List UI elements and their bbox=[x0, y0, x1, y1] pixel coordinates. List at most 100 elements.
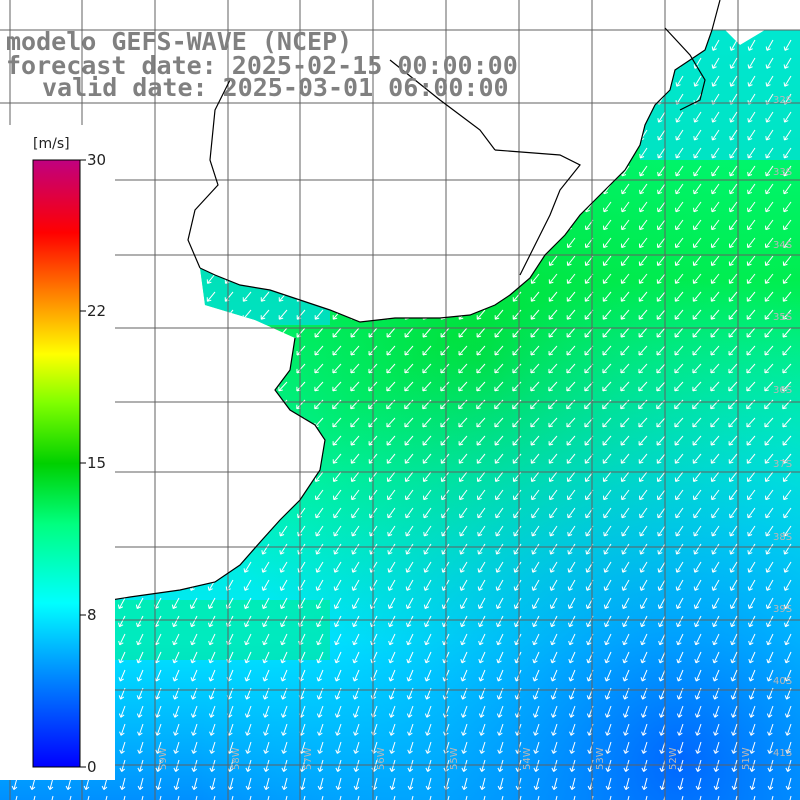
wind-arrow bbox=[241, 399, 253, 410]
wind-arrow bbox=[133, 345, 145, 356]
wind-arrow bbox=[313, 183, 326, 195]
wind-arrow bbox=[151, 147, 164, 159]
wind-arrow bbox=[205, 327, 217, 338]
wind-arrow bbox=[133, 525, 146, 537]
wind-arrow bbox=[115, 399, 127, 410]
wind-arrow bbox=[151, 489, 164, 501]
wind-arrow bbox=[313, 273, 325, 284]
wind-arrow bbox=[115, 381, 127, 392]
wind-arrow bbox=[187, 363, 199, 374]
wind-arrow bbox=[547, 57, 560, 69]
wind-arrow bbox=[475, 39, 489, 51]
wind-arrow bbox=[385, 255, 397, 266]
wind-arrow bbox=[547, 39, 561, 51]
wind-arrow bbox=[349, 309, 361, 320]
wind-arrow bbox=[511, 183, 524, 195]
longitude-label: 57W bbox=[303, 747, 314, 770]
wind-arrow bbox=[619, 57, 632, 69]
wind-arrow bbox=[331, 111, 344, 123]
wind-arrow bbox=[241, 165, 254, 177]
wind-arrow bbox=[475, 111, 488, 123]
wind-arrow bbox=[277, 489, 290, 501]
wind-arrow bbox=[313, 291, 325, 302]
wind-arrow bbox=[259, 399, 271, 410]
wind-arrow bbox=[133, 327, 145, 338]
wind-arrow bbox=[169, 309, 181, 320]
colorbar-unit: [m/s] bbox=[33, 136, 70, 152]
wind-arrow bbox=[259, 327, 271, 338]
wind-arrow bbox=[115, 489, 128, 501]
wind-arrow bbox=[385, 183, 398, 195]
wind-arrow bbox=[313, 201, 326, 213]
wind-arrow bbox=[259, 381, 271, 392]
wind-arrow bbox=[565, 57, 578, 69]
latitude-label: 38S bbox=[773, 532, 792, 543]
wind-arrow bbox=[133, 507, 146, 519]
wind-arrow bbox=[385, 129, 398, 141]
wind-arrow bbox=[601, 129, 614, 141]
wind-arrow bbox=[151, 525, 164, 537]
wind-arrow bbox=[241, 525, 254, 537]
wind-arrow bbox=[169, 399, 181, 410]
wind-arrow bbox=[115, 579, 129, 591]
wind-arrow bbox=[223, 327, 235, 338]
wind-arrow bbox=[403, 255, 415, 266]
wind-arrow bbox=[475, 237, 488, 249]
wind-arrow bbox=[331, 273, 343, 284]
wind-arrow bbox=[403, 183, 416, 195]
wind-arrow bbox=[205, 111, 218, 123]
wind-arrow bbox=[223, 543, 236, 555]
wind-arrow bbox=[205, 309, 217, 320]
wind-arrow bbox=[583, 57, 596, 69]
wind-arrow bbox=[403, 273, 415, 284]
wind-arrow bbox=[133, 561, 146, 573]
longitude-label: 52W bbox=[668, 747, 679, 770]
wind-arrow bbox=[223, 489, 236, 501]
wind-arrow bbox=[637, 39, 651, 51]
wind-arrow bbox=[241, 345, 253, 356]
wind-arrow bbox=[277, 363, 289, 374]
wind-arrow bbox=[187, 291, 199, 302]
wind-arrow bbox=[241, 471, 253, 482]
wind-arrow bbox=[115, 435, 127, 446]
wind-arrow bbox=[601, 111, 614, 123]
wind-arrow bbox=[259, 183, 272, 195]
wind-arrow bbox=[601, 75, 614, 87]
wind-arrow bbox=[169, 345, 181, 356]
wind-arrow bbox=[349, 219, 362, 231]
wind-arrow bbox=[277, 219, 290, 231]
wind-arrow bbox=[133, 129, 146, 141]
wind-arrow bbox=[187, 345, 199, 356]
wind-arrow bbox=[475, 291, 487, 302]
wind-arrow bbox=[367, 39, 381, 51]
wind-arrow bbox=[439, 219, 452, 231]
wind-arrow bbox=[565, 147, 578, 159]
wind-arrow bbox=[619, 129, 632, 141]
wind-arrow bbox=[241, 327, 253, 338]
wind-arrow bbox=[349, 201, 362, 213]
wind-arrow bbox=[151, 381, 163, 392]
wind-arrow bbox=[187, 525, 200, 537]
wind-arrow bbox=[169, 579, 183, 591]
wind-arrow bbox=[133, 363, 145, 374]
wind-arrow bbox=[367, 147, 380, 159]
wind-arrow bbox=[403, 291, 415, 302]
wind-arrow bbox=[187, 453, 199, 464]
wind-arrow bbox=[277, 129, 290, 141]
wind-arrow bbox=[295, 237, 308, 249]
wind-arrow bbox=[583, 111, 596, 123]
wind-arrow bbox=[691, 39, 705, 51]
wind-arrow bbox=[259, 201, 272, 213]
wind-arrow bbox=[259, 417, 271, 428]
colorbar-tick-label: 22 bbox=[87, 302, 106, 320]
colorbar-gradient bbox=[32, 159, 81, 768]
wind-arrow bbox=[187, 129, 200, 141]
wind-arrow bbox=[457, 237, 470, 249]
wind-arrow bbox=[133, 381, 145, 392]
wind-arrow bbox=[403, 165, 416, 177]
wind-arrow bbox=[169, 111, 182, 123]
wind-arrow bbox=[223, 507, 236, 519]
wind-arrow bbox=[205, 201, 218, 213]
latitude-label: 33S bbox=[773, 167, 792, 178]
wind-arrow bbox=[619, 75, 632, 87]
